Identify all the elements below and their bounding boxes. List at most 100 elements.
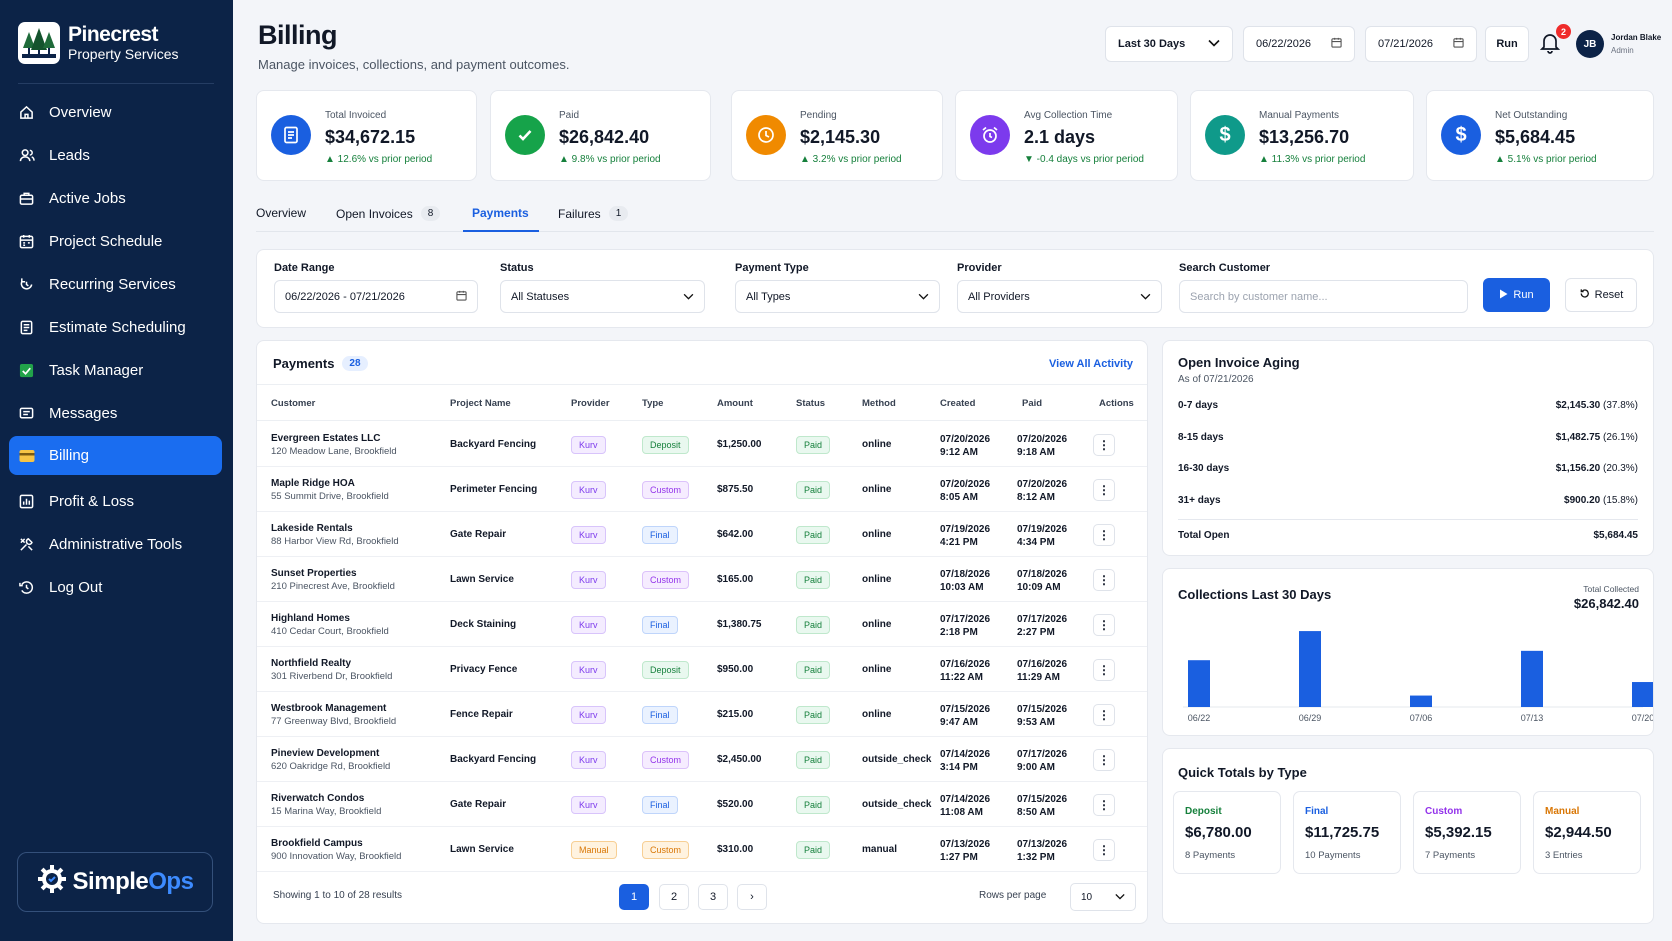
table-row[interactable]: Riverwatch Condos 15 Marina Way, Brookfie… [257,782,1147,827]
table-row[interactable]: Pineview Development 620 Oakridge Rd, Bro… [257,737,1147,782]
status-select[interactable]: All Statuses [500,280,705,313]
payment-method: online [862,709,892,720]
column-header[interactable]: Paid [1022,398,1043,409]
row-actions-button[interactable]: ⋮ [1093,524,1115,546]
bell-icon[interactable] [1539,32,1564,58]
customer-name: Brookfield Campus [271,838,363,849]
next-page-button[interactable]: › [737,884,767,910]
tab-failures[interactable]: Failures 1 [558,206,629,221]
provider-badge: Kurv [571,481,606,499]
tab-open-invoices[interactable]: Open Invoices 8 [336,206,441,221]
payment-type-select[interactable]: All Types [735,280,940,313]
provider-badge: Kurv [571,526,606,544]
user-role: Admin [1611,46,1634,55]
chart-bar[interactable] [1521,650,1543,707]
search-customer-input[interactable]: Search by customer name... [1179,280,1468,313]
tab-payments[interactable]: Payments [472,206,529,220]
sidebar-item-recurring-services[interactable]: Recurring Services [9,264,222,304]
brand[interactable]: Pinecrest Property Services [18,22,178,64]
table-row[interactable]: Highland Homes 410 Cedar Court, Brookfiel… [257,602,1147,647]
page-button-1[interactable]: 1 [619,884,649,910]
provider-badge: Kurv [571,706,606,724]
column-header[interactable]: Type [642,398,664,409]
refresh-icon [19,277,49,292]
avatar[interactable]: JB [1576,30,1604,58]
customer-address: 15 Marina Way, Brookfield [271,806,382,817]
row-actions-button[interactable]: ⋮ [1093,794,1115,816]
page-button-3[interactable]: 3 [698,884,728,910]
row-actions-button[interactable]: ⋮ [1093,614,1115,636]
chart-bar[interactable] [1299,631,1321,707]
tab-overview[interactable]: Overview [256,206,306,220]
row-actions-button[interactable]: ⋮ [1093,434,1115,456]
created-datetime: 07/17/2026 2:18 PM [940,613,990,639]
kpi-manual-payments: $ Manual Payments $13,256.70 ▲ 11.3% vs … [1190,90,1414,181]
column-header[interactable]: Status [796,398,826,409]
paid-time: 9:18 AM [1017,447,1055,458]
table-row[interactable]: Westbrook Management 77 Greenway Blvd, Br… [257,692,1147,737]
column-header[interactable]: Customer [271,398,316,409]
paid-time: 1:32 PM [1017,852,1055,863]
reset-button[interactable]: Reset [1565,278,1637,312]
customer-address: 210 Pinecrest Ave, Brookfield [271,581,395,592]
rows-per-page-select[interactable]: 10 [1070,883,1136,911]
sidebar-item-log-out[interactable]: Log Out [9,567,222,607]
date-to-input[interactable]: 07/21/2026 [1365,26,1477,62]
sidebar-item-billing[interactable]: Billing [9,436,222,475]
sidebar-item-active-jobs[interactable]: Active Jobs [9,178,222,218]
date-range-input[interactable]: 06/22/2026 - 07/21/2026 [274,280,478,313]
row-actions-button[interactable]: ⋮ [1093,749,1115,771]
row-actions-button[interactable]: ⋮ [1093,704,1115,726]
sidebar-item-overview[interactable]: Overview [9,92,222,132]
column-header[interactable]: Method [862,398,896,409]
created-datetime: 07/20/2026 8:05 AM [940,478,990,504]
row-actions-button[interactable]: ⋮ [1093,839,1115,861]
provider-select[interactable]: All Providers [957,280,1162,313]
created-time: 2:18 PM [940,627,978,638]
header-run-label: Run [1496,38,1518,50]
provider-badge: Kurv [571,571,606,589]
table-row[interactable]: Lakeside Rentals 88 Harbor View Rd, Brook… [257,512,1147,557]
status-badge: Paid [796,796,831,814]
table-row[interactable]: Evergreen Estates LLC 120 Meadow Lane, Br… [257,422,1147,467]
run-button[interactable]: Run [1483,278,1550,312]
customer-name: Lakeside Rentals [271,523,353,534]
kpi-avg-collection-time: Avg Collection Time 2.1 days ▼ -0.4 days… [955,90,1178,181]
sidebar-item-estimate-scheduling[interactable]: Estimate Scheduling [9,307,222,347]
kpi-delta: ▲ 9.8% vs prior period [559,154,661,165]
quick-total-label: Deposit [1185,806,1222,817]
sidebar-item-task-manager[interactable]: Task Manager [9,350,222,390]
column-header[interactable]: Created [940,398,976,409]
created-datetime: 07/19/2026 4:21 PM [940,523,990,549]
chart-bar[interactable] [1632,682,1653,707]
more-vertical-icon: ⋮ [1098,753,1110,767]
header-run-button[interactable]: Run [1485,26,1529,62]
row-actions-button[interactable]: ⋮ [1093,659,1115,681]
aging-row: 0-7 days $2,145.30 (37.8%) [1178,400,1638,411]
date-from-input[interactable]: 06/22/2026 [1243,26,1355,62]
table-row[interactable]: Maple Ridge HOA 55 Summit Drive, Brookfie… [257,467,1147,512]
chart-bar[interactable] [1410,695,1432,707]
total-collected-label: Total Collected [1583,584,1639,594]
quick-total-final: Final $11,725.75 10 Payments [1293,791,1401,874]
sidebar-item-profit-loss[interactable]: Profit & Loss [9,481,222,521]
sidebar-item-messages[interactable]: Messages [9,393,222,433]
tools-icon [19,537,49,552]
row-actions-button[interactable]: ⋮ [1093,479,1115,501]
sidebar-item-leads[interactable]: Leads [9,135,222,175]
column-header[interactable]: Project Name [450,398,511,409]
sidebar-item-administrative-tools[interactable]: Administrative Tools [9,524,222,564]
column-header[interactable]: Amount [717,398,753,409]
range-select[interactable]: Last 30 Days [1105,26,1233,62]
chart-x-tick-label: 06/22 [1188,713,1211,723]
chart-bar[interactable] [1188,660,1210,707]
quick-total-custom: Custom $5,392.15 7 Payments [1413,791,1521,874]
table-row[interactable]: Northfield Realty 301 Riverbend Dr, Brook… [257,647,1147,692]
row-actions-button[interactable]: ⋮ [1093,569,1115,591]
column-header[interactable]: Provider [571,398,610,409]
sidebar-item-project-schedule[interactable]: Project Schedule [9,221,222,261]
table-row[interactable]: Sunset Properties 210 Pinecrest Ave, Broo… [257,557,1147,602]
view-all-activity-link[interactable]: View All Activity [1049,358,1133,370]
page-button-2[interactable]: 2 [659,884,689,910]
table-row[interactable]: Brookfield Campus 900 Innovation Way, Bro… [257,827,1147,872]
